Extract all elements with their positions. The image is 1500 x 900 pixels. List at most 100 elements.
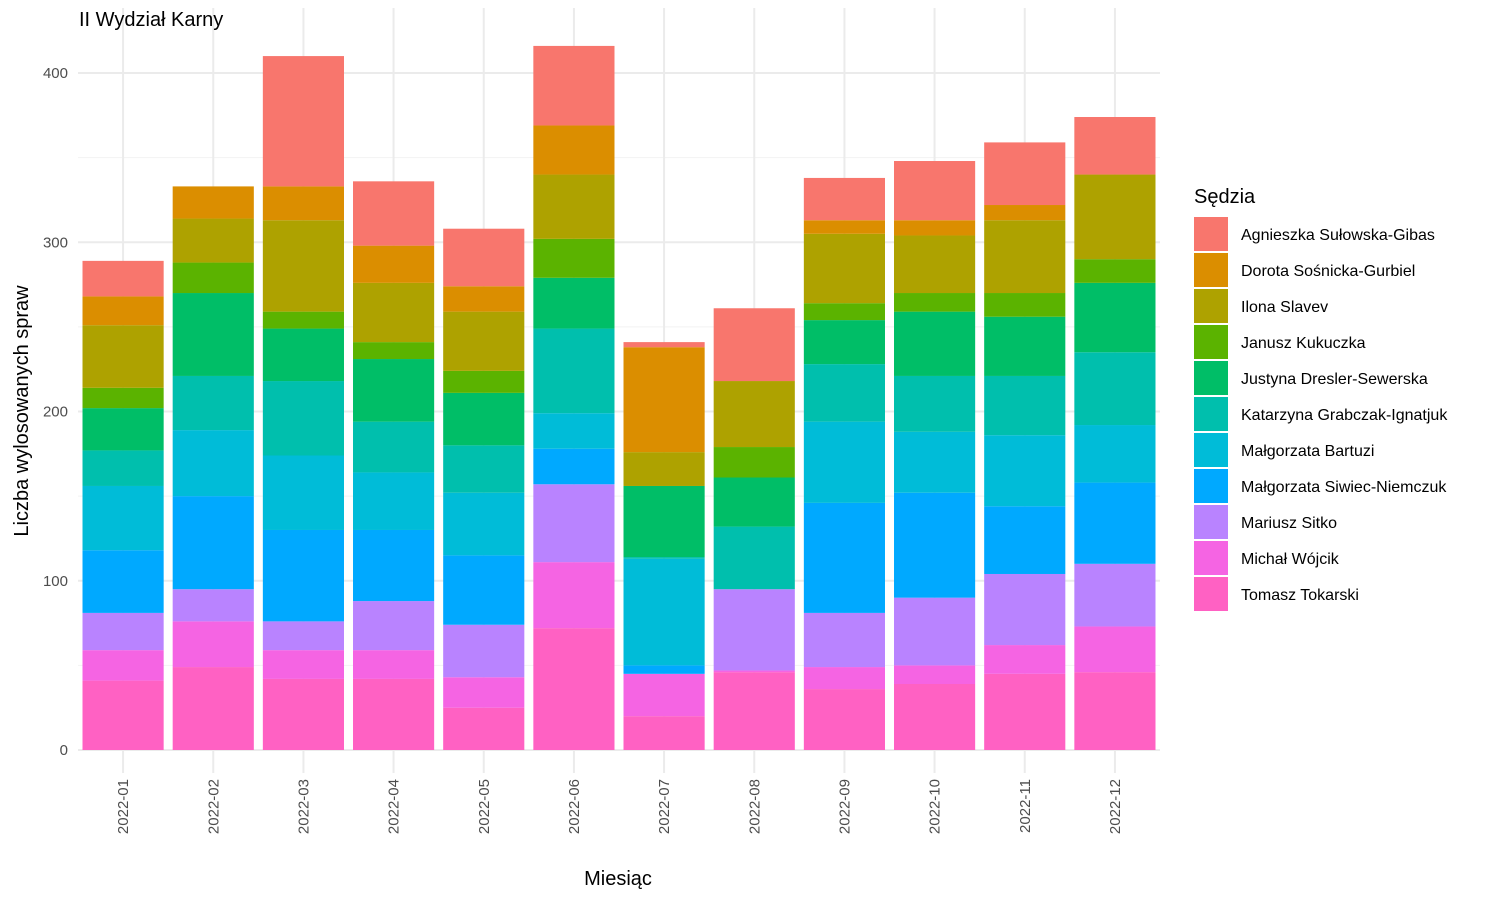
legend-swatch: [1194, 433, 1228, 467]
x-tick-label: 2022-02: [205, 779, 222, 834]
bar-segment: [984, 435, 1066, 507]
bar-segment: [353, 601, 435, 651]
bar-segment: [353, 529, 435, 602]
x-tick-label: 2022-04: [386, 779, 403, 834]
bar-segment: [533, 238, 615, 278]
x-tick-label: 2022-12: [1107, 779, 1124, 834]
y-axis-ticks: 0 100 200 300 400: [43, 65, 68, 759]
bar-segment: [82, 260, 164, 297]
x-axis-title: Miesiąc: [584, 868, 652, 890]
bar-segment: [803, 502, 885, 613]
bar-segment: [353, 678, 435, 750]
legend-swatch: [1194, 217, 1228, 251]
bar-segment: [443, 492, 525, 556]
legend-label: Janusz Kukuczka: [1241, 335, 1366, 352]
bar-segment: [713, 589, 795, 671]
bar-segment: [894, 220, 976, 236]
bar-segment: [172, 621, 254, 668]
bar-segment: [443, 392, 525, 446]
bar-segment: [803, 612, 885, 668]
bar-segment: [262, 56, 344, 187]
bar-segment: [623, 485, 705, 558]
bar-segment: [1074, 259, 1156, 283]
bar-segment: [984, 220, 1066, 294]
bar-segment: [82, 325, 164, 388]
bar-segment: [984, 573, 1066, 646]
bar-segment: [894, 597, 976, 666]
bar-segment: [623, 347, 705, 453]
bar-segment: [172, 186, 254, 219]
bar-segment: [262, 621, 344, 651]
bar-segment: [82, 485, 164, 551]
x-tick-label: 2022-08: [746, 779, 763, 834]
bar-segment: [1074, 117, 1156, 175]
x-tick-label: 2022-01: [115, 779, 132, 834]
legend-label: Małgorzata Siwiec-Niemczuk: [1241, 479, 1447, 496]
bars: [82, 45, 1156, 750]
bar-segment: [713, 308, 795, 382]
legend-swatch: [1194, 325, 1228, 359]
bar-segment: [623, 558, 705, 666]
bar-segment: [353, 421, 435, 473]
bar-segment: [1074, 626, 1156, 673]
bar-segment: [533, 328, 615, 414]
bar-segment: [803, 220, 885, 234]
bar-segment: [894, 683, 976, 750]
bar-segment: [623, 557, 705, 559]
bar-segment: [82, 450, 164, 486]
legend-label: Mariusz Sitko: [1241, 515, 1337, 532]
bar-segment: [894, 311, 976, 376]
bar-segment: [803, 689, 885, 750]
bar-segment: [443, 624, 525, 678]
bar-segment: [262, 650, 344, 679]
y-axis-title: Liczba wylosowanych spraw: [11, 285, 33, 537]
bar-segment: [984, 645, 1066, 674]
bar-segment: [623, 452, 705, 486]
bar-segment: [443, 228, 525, 287]
y-tick-label: 400: [43, 65, 68, 82]
bar-segment: [172, 375, 254, 431]
bar-segment: [623, 673, 705, 717]
bar-segment: [533, 628, 615, 750]
bar-segment: [713, 672, 795, 750]
bar-segment: [353, 342, 435, 360]
bar-segment: [984, 506, 1066, 574]
bar-segment: [262, 328, 344, 382]
bar-segment: [353, 472, 435, 530]
legend: Agnieszka Sułowska-Gibas Dorota Sośnicka-…: [1194, 217, 1448, 611]
y-tick-label: 100: [43, 573, 68, 590]
legend-swatch: [1194, 253, 1228, 287]
legend-label: Agnieszka Sułowska-Gibas: [1241, 227, 1435, 244]
x-axis-ticks: 2022-01 2022-02 2022-03 2022-04 2022-05 2022-…: [115, 779, 1124, 834]
x-tick-label: 2022-11: [1017, 779, 1034, 833]
bar-segment: [172, 262, 254, 294]
bar-segment: [894, 431, 976, 493]
bar-segment: [713, 381, 795, 448]
bar-segment: [262, 186, 344, 221]
bar-segment: [984, 673, 1066, 750]
bar-segment: [262, 381, 344, 456]
bar-segment: [533, 562, 615, 629]
bar-segment: [443, 677, 525, 708]
y-tick-label: 300: [43, 234, 68, 251]
bar-segment: [803, 667, 885, 690]
bar-segment: [82, 680, 164, 750]
bar-segment: [172, 589, 254, 622]
bar-segment: [443, 707, 525, 750]
bar-segment: [984, 375, 1066, 436]
x-tick-label: 2022-09: [836, 779, 853, 834]
bar-segment: [1074, 174, 1156, 260]
legend-label: Katarzyna Grabczak-Ignatjuk: [1241, 407, 1448, 424]
bar-segment: [533, 448, 615, 485]
legend-swatch: [1194, 397, 1228, 431]
bar-segment: [1074, 672, 1156, 750]
bar-segment: [353, 650, 435, 679]
bar-segment: [82, 296, 164, 326]
bar-segment: [172, 430, 254, 497]
y-tick-label: 200: [43, 404, 68, 421]
bar-segment: [623, 665, 705, 674]
bar-segment: [623, 716, 705, 750]
bar-segment: [1074, 563, 1156, 627]
legend-label: Tomasz Tokarski: [1241, 587, 1359, 604]
